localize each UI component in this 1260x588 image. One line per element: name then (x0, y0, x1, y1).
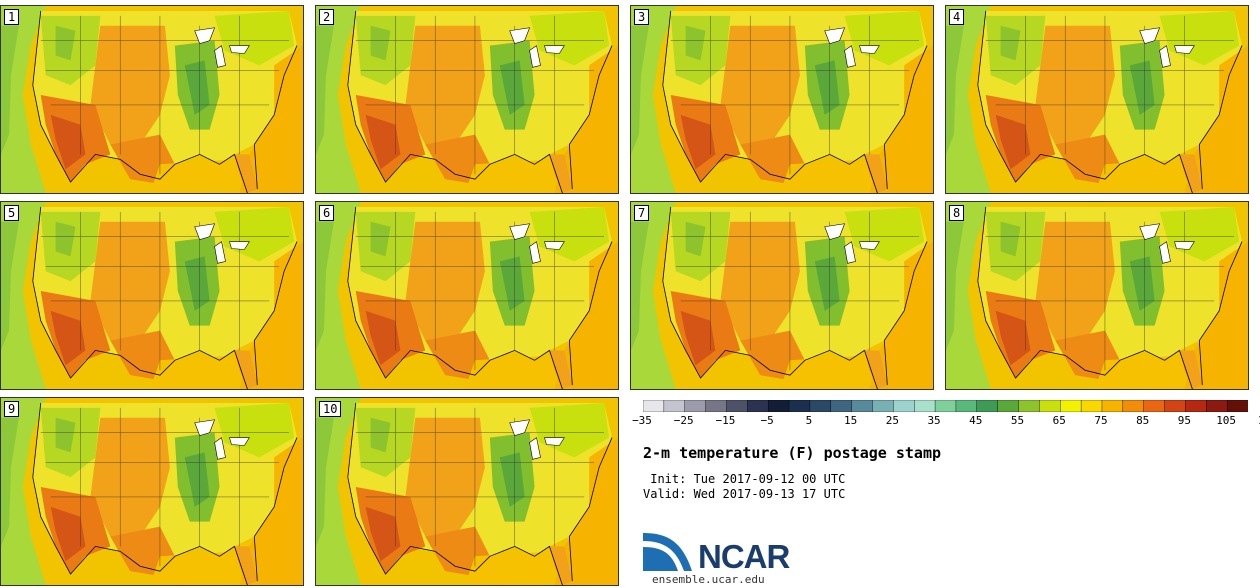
colorbar-swatch (1018, 400, 1040, 412)
member-label: 9 (4, 401, 20, 417)
colorbar-swatch (851, 400, 873, 412)
colorbar-swatch (1122, 400, 1145, 412)
ncar-logo-text: NCAR (698, 538, 790, 575)
temperature-map (316, 202, 618, 389)
colorbar-swatch (1080, 400, 1103, 412)
colorbar-ticks: −35 −25 −15 −5 5 15 25 35 45 55 65 75 85 95 105 115 (632, 414, 1260, 430)
ensemble-url[interactable]: ensemble.ucar.edu (652, 573, 765, 586)
map-panel: 10 (315, 397, 619, 586)
temperature-map (1, 6, 303, 193)
colorbar-swatch (1226, 400, 1248, 412)
member-label: 2 (319, 9, 335, 25)
temperature-map (1, 398, 303, 585)
temperature-map (631, 202, 933, 389)
colorbar-tick-label: 95 (1177, 414, 1192, 427)
temperature-map (316, 6, 618, 193)
colorbar-swatch (976, 400, 999, 412)
temperature-map (946, 6, 1248, 193)
colorbar-swatch (1164, 400, 1186, 412)
colorbar-swatch (1143, 400, 1166, 412)
colorbar-swatch (997, 400, 1020, 412)
colorbar-swatch (726, 400, 748, 412)
colorbar-tick-label: 65 (1052, 414, 1066, 427)
colorbar-swatch (872, 400, 894, 412)
colorbar-tick-label: 25 (885, 414, 899, 427)
colorbar (643, 400, 1248, 412)
colorbar-tick-label: 15 (843, 414, 858, 427)
colorbar-swatch (788, 400, 811, 412)
colorbar-swatch (1185, 400, 1207, 412)
temperature-map (946, 202, 1248, 389)
temperature-map (631, 6, 933, 193)
member-label: 7 (634, 205, 650, 221)
colorbar-swatch (705, 400, 727, 412)
map-panel: 4 (945, 5, 1249, 194)
init-time: Init: Tue 2017-09-12 00 UTC (643, 472, 846, 486)
colorbar-tick-label: 115 (1258, 414, 1260, 427)
map-panel: 2 (315, 5, 619, 194)
map-panel: 7 (630, 201, 934, 390)
colorbar-tick-label: 5 (805, 414, 813, 427)
member-label: 3 (634, 9, 650, 25)
colorbar-swatch (643, 400, 665, 412)
colorbar-swatch (767, 400, 790, 412)
colorbar-swatch (684, 400, 707, 412)
colorbar-swatch (1039, 400, 1061, 412)
map-panel: 9 (0, 397, 304, 586)
plot-title: 2-m temperature (F) postage stamp (643, 444, 942, 462)
ncar-logo-icon (643, 533, 692, 571)
colorbar-swatch (747, 400, 769, 412)
colorbar-swatch (809, 400, 832, 412)
valid-time: Valid: Wed 2017-09-13 17 UTC (643, 487, 846, 501)
map-panel: 6 (315, 201, 619, 390)
colorbar-swatch (663, 400, 686, 412)
colorbar-swatch (1060, 400, 1082, 412)
member-label: 1 (4, 9, 20, 25)
temperature-map (1, 202, 303, 389)
colorbar-tick-label: 75 (1094, 414, 1108, 427)
colorbar-tick-label: −25 (673, 414, 694, 427)
colorbar-tick-label: −5 (760, 414, 774, 427)
member-label: 5 (4, 205, 20, 221)
colorbar-swatch (914, 400, 936, 412)
colorbar-swatch (1101, 400, 1124, 412)
colorbar-tick-label: 35 (927, 414, 941, 427)
colorbar-swatch (934, 400, 957, 412)
map-panel: 5 (0, 201, 304, 390)
map-panel: 1 (0, 5, 304, 194)
colorbar-tick-label: 105 (1216, 414, 1237, 427)
member-label: 8 (949, 205, 965, 221)
colorbar-tick-label: 55 (1010, 414, 1025, 427)
member-label: 4 (949, 9, 965, 25)
member-label: 10 (319, 401, 342, 417)
colorbar-swatch (955, 400, 978, 412)
colorbar-tick-label: 45 (969, 414, 983, 427)
map-panel: 3 (630, 5, 934, 194)
colorbar-swatch (893, 400, 915, 412)
colorbar-swatch (1206, 400, 1228, 412)
colorbar-tick-label: 85 (1136, 414, 1150, 427)
map-panel: 8 (945, 201, 1249, 390)
member-label: 6 (319, 205, 335, 221)
colorbar-swatch (830, 400, 853, 412)
colorbar-tick-label: −35 (632, 414, 652, 427)
temperature-map (316, 398, 618, 585)
colorbar-tick-label: −15 (715, 414, 736, 427)
